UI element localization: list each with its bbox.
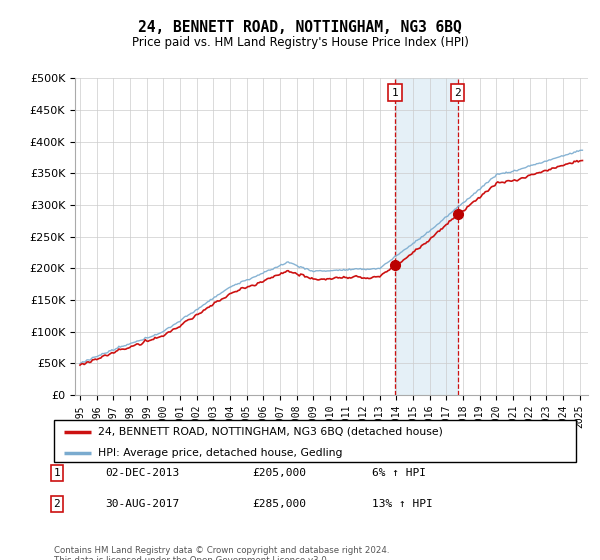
Text: 13% ↑ HPI: 13% ↑ HPI	[372, 499, 433, 509]
Text: 1: 1	[392, 87, 398, 97]
FancyBboxPatch shape	[54, 420, 576, 462]
Text: 02-DEC-2013: 02-DEC-2013	[105, 468, 179, 478]
Text: Contains HM Land Registry data © Crown copyright and database right 2024.
This d: Contains HM Land Registry data © Crown c…	[54, 546, 389, 560]
Text: 1: 1	[53, 468, 61, 478]
Text: £285,000: £285,000	[252, 499, 306, 509]
Text: 30-AUG-2017: 30-AUG-2017	[105, 499, 179, 509]
Text: HPI: Average price, detached house, Gedling: HPI: Average price, detached house, Gedl…	[98, 448, 343, 458]
Text: 6% ↑ HPI: 6% ↑ HPI	[372, 468, 426, 478]
Text: Price paid vs. HM Land Registry's House Price Index (HPI): Price paid vs. HM Land Registry's House …	[131, 36, 469, 49]
Text: 2: 2	[53, 499, 61, 509]
Text: 24, BENNETT ROAD, NOTTINGHAM, NG3 6BQ: 24, BENNETT ROAD, NOTTINGHAM, NG3 6BQ	[138, 20, 462, 35]
Text: 24, BENNETT ROAD, NOTTINGHAM, NG3 6BQ (detached house): 24, BENNETT ROAD, NOTTINGHAM, NG3 6BQ (d…	[98, 427, 443, 437]
Text: 2: 2	[454, 87, 461, 97]
Text: £205,000: £205,000	[252, 468, 306, 478]
Bar	[395, 78, 458, 395]
